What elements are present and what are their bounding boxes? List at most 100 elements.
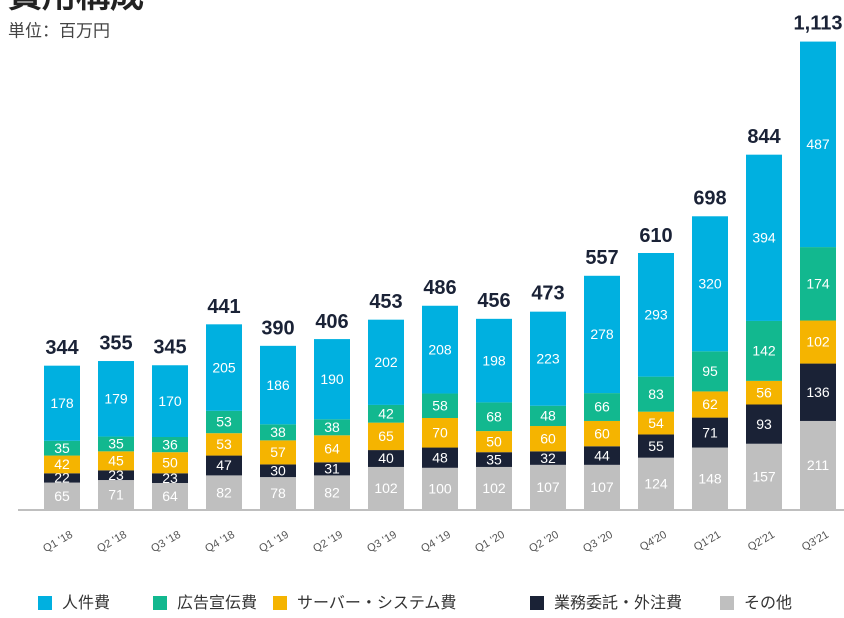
bar-segment bbox=[692, 417, 728, 448]
bar-segment bbox=[44, 482, 80, 510]
total-label: 486 bbox=[423, 277, 456, 299]
bar-segment bbox=[206, 455, 242, 476]
bar-segment bbox=[98, 470, 134, 481]
total-label: 557 bbox=[585, 247, 618, 269]
segment-label: 71 bbox=[702, 424, 718, 440]
bar-segment bbox=[476, 466, 512, 510]
segment-label: 102 bbox=[806, 334, 830, 350]
segment-label: 64 bbox=[324, 441, 340, 457]
segment-label: 65 bbox=[378, 428, 394, 444]
segment-label: 102 bbox=[374, 480, 398, 496]
segment-label: 65 bbox=[54, 488, 70, 504]
bar-segment bbox=[746, 443, 782, 510]
segment-label: 55 bbox=[648, 438, 664, 454]
bar-segment bbox=[314, 419, 350, 436]
bar-segment bbox=[206, 475, 242, 510]
bar-segment bbox=[152, 482, 188, 510]
segment-label: 47 bbox=[216, 457, 232, 473]
segment-label: 198 bbox=[482, 352, 506, 368]
segment-label: 170 bbox=[158, 393, 182, 409]
segment-label: 62 bbox=[702, 396, 718, 412]
bar-segment bbox=[746, 320, 782, 381]
bar-segment bbox=[314, 339, 350, 420]
segment-label: 50 bbox=[162, 454, 178, 470]
x-tick-label: Q3 '20 bbox=[581, 529, 615, 555]
total-label: 473 bbox=[531, 283, 564, 305]
segment-label: 38 bbox=[270, 424, 286, 440]
segment-label: 54 bbox=[648, 415, 664, 431]
segment-label: 82 bbox=[216, 484, 232, 500]
segment-label: 38 bbox=[324, 419, 340, 435]
bar-segment bbox=[584, 420, 620, 447]
bar-segment bbox=[368, 466, 404, 510]
segment-label: 60 bbox=[594, 425, 610, 441]
segment-label: 23 bbox=[108, 467, 124, 483]
bar-segment bbox=[368, 319, 404, 405]
bar-segment bbox=[314, 435, 350, 463]
x-tick-label: Q2 '20 bbox=[527, 529, 561, 555]
legend-label: 業務委託・外注費 bbox=[554, 594, 682, 612]
bar-segment bbox=[206, 433, 242, 456]
total-label: 453 bbox=[369, 291, 402, 313]
bar-segment bbox=[476, 452, 512, 467]
segment-label: 107 bbox=[536, 479, 560, 495]
bar-segment bbox=[98, 480, 134, 510]
bar-segment bbox=[638, 434, 674, 458]
segment-label: 70 bbox=[432, 424, 448, 440]
segment-label: 56 bbox=[756, 384, 772, 400]
bar-segment bbox=[476, 431, 512, 453]
x-tick-label: Q1'21 bbox=[692, 529, 723, 554]
bar-segment bbox=[44, 365, 80, 441]
bar-segment bbox=[152, 365, 188, 437]
bar-segment bbox=[368, 450, 404, 467]
total-label: 844 bbox=[747, 126, 781, 148]
legend-label: その他 bbox=[744, 594, 792, 612]
bar-segment bbox=[638, 253, 674, 377]
bar-segment bbox=[260, 477, 296, 510]
x-tick-label: Q4'20 bbox=[638, 529, 669, 554]
bar-segment bbox=[746, 154, 782, 321]
bar-segment bbox=[152, 436, 188, 453]
bar-segment bbox=[422, 467, 458, 510]
segment-label: 71 bbox=[108, 487, 124, 503]
bar-segment bbox=[692, 216, 728, 352]
segment-label: 60 bbox=[540, 430, 556, 446]
total-label: 406 bbox=[315, 311, 348, 333]
bar-segment bbox=[746, 404, 782, 444]
legend-swatch bbox=[720, 596, 734, 610]
segment-label: 36 bbox=[162, 436, 178, 452]
segment-label: 68 bbox=[486, 408, 502, 424]
x-tick-label: Q2 '18 bbox=[95, 529, 129, 555]
bar-segment bbox=[584, 446, 620, 465]
x-tick-label: Q2 '19 bbox=[311, 529, 345, 555]
bar-segment bbox=[368, 422, 404, 451]
segment-label: 23 bbox=[162, 470, 178, 486]
bar-segment bbox=[584, 464, 620, 510]
segment-label: 35 bbox=[54, 440, 70, 456]
bar-segment bbox=[800, 420, 836, 510]
segment-label: 95 bbox=[702, 363, 718, 379]
segment-label: 190 bbox=[320, 371, 344, 387]
subtitle: 単位：百万円 bbox=[8, 21, 110, 40]
bar-segment bbox=[638, 457, 674, 510]
legend-swatch bbox=[38, 596, 52, 610]
segment-label: 208 bbox=[428, 341, 452, 357]
segment-label: 107 bbox=[590, 479, 614, 495]
bar-segment bbox=[692, 391, 728, 418]
x-tick-label: Q4 '18 bbox=[203, 529, 237, 555]
legend-label: 広告宣伝費 bbox=[177, 594, 257, 612]
segment-label: 53 bbox=[216, 414, 232, 430]
segment-label: 394 bbox=[752, 230, 776, 246]
total-label: 456 bbox=[477, 290, 510, 312]
bar-segment bbox=[692, 351, 728, 392]
segment-label: 102 bbox=[482, 480, 506, 496]
segment-label: 178 bbox=[50, 395, 74, 411]
segment-label: 44 bbox=[594, 447, 610, 463]
x-tick-label: Q1 '18 bbox=[41, 529, 75, 555]
x-tick-label: Q3 '18 bbox=[149, 529, 183, 555]
bar-segment bbox=[476, 318, 512, 403]
total-label: 345 bbox=[153, 337, 186, 359]
bar-segment bbox=[314, 462, 350, 476]
segment-label: 64 bbox=[162, 488, 178, 504]
